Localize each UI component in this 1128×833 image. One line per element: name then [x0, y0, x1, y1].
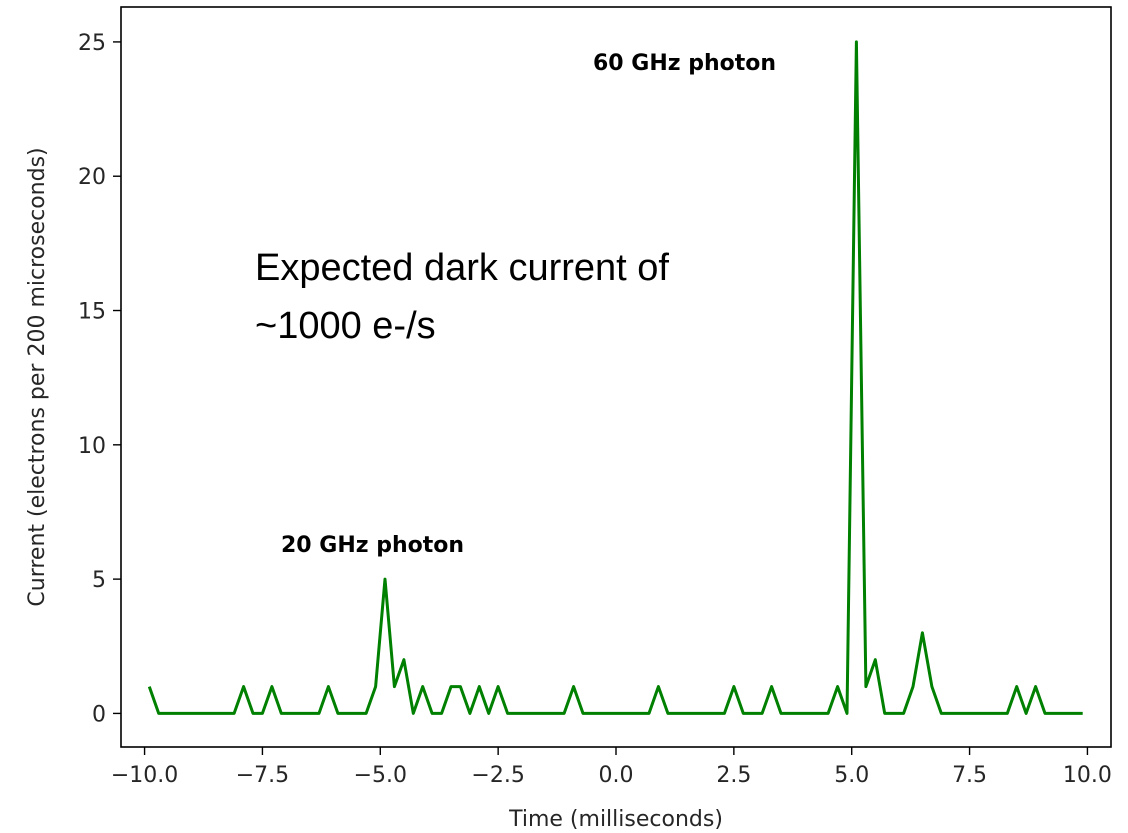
y-tick-label: 20	[78, 165, 106, 190]
x-axis-title: Time (milliseconds)	[508, 807, 723, 832]
y-tick-label: 10	[78, 434, 106, 459]
y-axis-title: Current (electrons per 200 microseconds)	[25, 147, 50, 606]
y-tick-label: 25	[78, 31, 106, 56]
annotation-60ghz-photon: 60 GHz photon	[593, 51, 776, 76]
x-tick-label: 7.5	[952, 763, 987, 788]
x-tick-label: −2.5	[471, 763, 524, 788]
x-tick-label: 10.0	[1063, 763, 1112, 788]
dark-current-note-line-2: ~1000 e-/s	[255, 305, 436, 347]
ticks-layer: −10.0 −7.5 −5.0 −2.5 0.0 2.5 5.0 7.5 10.0 0 5 10 15 2…	[78, 31, 1112, 788]
series-line-0	[147, 40, 1083, 715]
x-tick-label: 2.5	[716, 763, 751, 788]
dark-current-note-line-1: Expected dark current of	[255, 247, 669, 289]
x-tick-label: 5.0	[834, 763, 869, 788]
x-tick-label: −7.5	[236, 763, 289, 788]
y-tick-label: 15	[78, 300, 106, 325]
plot-layer	[147, 40, 1083, 715]
x-tick-label: 0.0	[599, 763, 634, 788]
x-tick-label: −10.0	[111, 763, 178, 788]
y-tick-label: 0	[92, 702, 106, 727]
x-tick-label: −5.0	[354, 763, 407, 788]
y-tick-label: 5	[92, 568, 106, 593]
annotation-20ghz-photon: 20 GHz photon	[281, 533, 464, 558]
